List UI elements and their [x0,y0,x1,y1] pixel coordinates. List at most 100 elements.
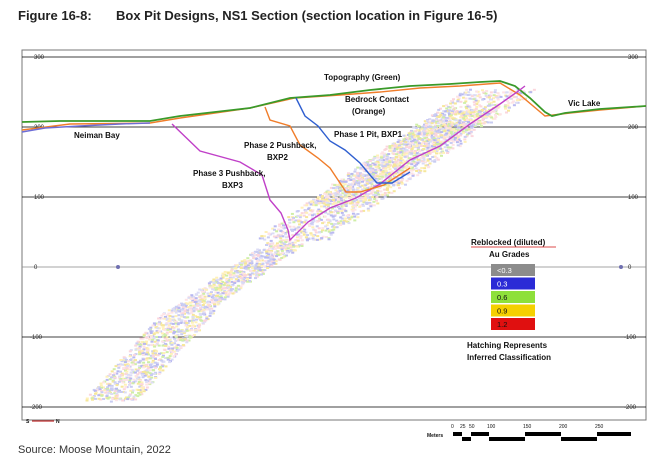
ore-block [414,141,418,144]
ore-block [139,337,143,340]
ore-block [388,150,392,152]
ore-block [137,392,141,394]
ore-block [497,94,501,97]
ore-block [244,265,248,268]
ore-block [446,125,450,128]
ore-block [219,282,223,285]
ore-block [333,223,337,225]
ore-block [414,167,418,170]
ore-block [302,214,306,217]
ore-block [333,201,337,204]
ore-block [333,199,337,202]
ore-block [281,256,285,259]
ore-block [300,243,304,246]
ore-block [315,225,319,228]
ore-block [434,145,438,148]
ore-block [485,110,488,113]
ore-block [295,210,299,213]
ore-block [379,181,383,183]
ore-block [384,161,388,164]
ore-block [300,221,304,224]
ore-block [149,366,153,369]
ore-block [387,184,391,187]
ore-block [268,243,272,246]
ore-block [202,311,206,314]
ore-block [376,156,380,159]
ore-block [369,167,373,170]
ore-block [228,275,232,278]
ore-block [339,224,343,226]
ore-block [403,149,407,152]
ore-block [121,363,124,366]
ore-block [401,152,405,155]
ore-block [441,124,445,127]
ore-block [358,180,361,183]
ore-block [276,245,280,248]
ore-block [431,156,435,158]
ore-block [369,192,373,195]
ore-block [188,301,192,304]
ore-block [418,153,422,155]
ore-block [426,159,430,162]
ore-block [264,256,268,259]
ore-block [458,119,462,122]
ore-block [162,324,166,327]
ore-block [115,396,119,399]
ore-block [451,112,455,115]
ore-block [97,394,101,397]
ore-block [367,209,371,212]
ore-block [246,277,249,280]
ore-block [144,331,148,334]
ore-block [303,221,307,224]
ore-block [364,188,368,190]
ore-block [375,179,379,182]
ore-block [403,160,407,163]
ore-block [450,135,454,138]
ore-block [192,334,196,336]
ore-block [144,388,148,391]
ore-block [380,155,384,158]
ore-block [452,107,456,110]
ore-block [115,372,119,375]
ore-block [342,222,346,225]
ore-block [166,317,170,320]
ore-block [448,109,452,112]
ore-block [385,163,389,166]
ore-block [521,89,525,92]
ore-block [177,317,181,320]
ore-block [186,309,190,312]
ore-block [371,158,375,161]
ore-block [334,197,338,200]
ore-block [127,363,131,366]
ore-block [311,214,314,217]
ore-block [216,278,220,281]
ore-block [415,133,419,136]
ore-block [171,315,175,318]
ore-block [157,373,161,375]
ore-block [387,166,391,168]
ore-block [509,89,513,92]
ore-block [376,154,380,157]
ore-block [456,95,459,98]
ore-block [191,324,195,327]
ore-block [342,180,346,183]
ore-block [97,397,101,400]
ore-block [357,196,361,199]
ore-block [305,204,309,207]
ore-block [372,200,376,203]
ore-block [181,308,185,310]
ore-block [379,168,383,171]
ore-block [215,299,219,302]
ore-block [361,180,364,183]
ore-block [496,103,500,106]
ore-block [310,233,314,236]
ore-block [148,337,152,340]
ore-block [104,391,108,394]
ore-block [228,292,231,295]
ore-block [174,321,178,323]
ore-block [177,314,181,317]
ore-block [169,329,173,332]
ore-block [115,384,119,387]
ore-block [465,111,469,114]
ore-block [438,152,442,155]
